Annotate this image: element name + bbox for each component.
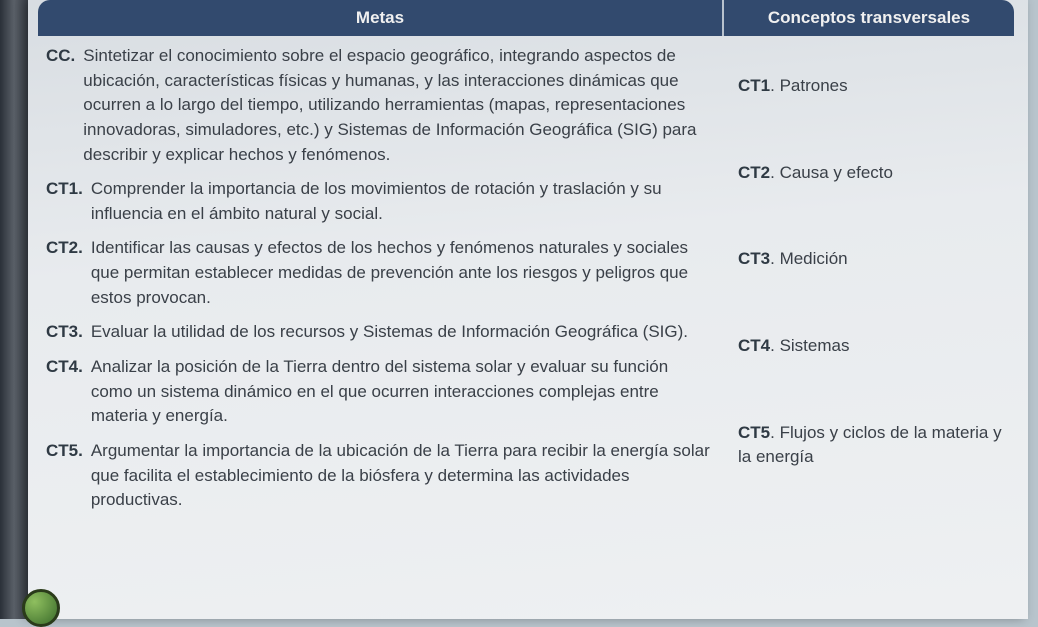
meta-text: Sintetizar el conocimiento sobre el espa… <box>83 44 710 167</box>
concepto-item: CT2. Causa y efecto <box>738 161 1004 186</box>
meta-item: CT5. Argumentar la importancia de la ubi… <box>46 439 710 513</box>
meta-text: Identificar las causas y efectos de los … <box>91 236 710 310</box>
concepto-code: CT3 <box>738 249 770 268</box>
textbook-page: Metas Conceptos transversales CC. Sintet… <box>28 0 1028 619</box>
goals-table: Metas Conceptos transversales CC. Sintet… <box>38 0 1014 537</box>
concepto-label: . Medición <box>770 249 847 268</box>
meta-text: Analizar la posición de la Tierra dentro… <box>91 355 710 429</box>
concepto-label: . Causa y efecto <box>770 163 893 182</box>
meta-code: CT4. <box>46 355 83 429</box>
concepto-code: CT1 <box>738 76 770 95</box>
meta-text: Argumentar la importancia de la ubicació… <box>91 439 710 513</box>
concepto-item: CT5. Flujos y ciclos de la materia y la … <box>738 421 1004 470</box>
column-header-metas: Metas <box>38 0 724 36</box>
table-body: CC. Sintetizar el conocimiento sobre el … <box>38 36 1014 537</box>
column-header-conceptos: Conceptos transversales <box>724 0 1014 36</box>
concepto-label: . Flujos y ciclos de la materia y la ene… <box>738 423 1002 467</box>
meta-code: CT3. <box>46 320 83 345</box>
table-header-row: Metas Conceptos transversales <box>38 0 1014 36</box>
meta-item: CT2. Identificar las causas y efectos de… <box>46 236 710 310</box>
concepto-item: CT1. Patrones <box>738 74 1004 99</box>
meta-item: CT3. Evaluar la utilidad de los recursos… <box>46 320 710 345</box>
concepto-item: CT4. Sistemas <box>738 334 1004 359</box>
meta-text: Comprender la importancia de los movimie… <box>91 177 710 226</box>
corner-badge-icon <box>22 589 60 627</box>
concepto-item: CT3. Medición <box>738 247 1004 272</box>
concepto-label: . Sistemas <box>770 336 849 355</box>
meta-item: CC. Sintetizar el conocimiento sobre el … <box>46 44 710 167</box>
meta-code: CT5. <box>46 439 83 513</box>
meta-code: CT1. <box>46 177 83 226</box>
meta-code: CC. <box>46 44 75 167</box>
meta-text: Evaluar la utilidad de los recursos y Si… <box>91 320 710 345</box>
conceptos-column: CT1. Patrones CT2. Causa y efecto CT3. M… <box>724 36 1014 537</box>
concepto-label: . Patrones <box>770 76 848 95</box>
meta-item: CT4. Analizar la posición de la Tierra d… <box>46 355 710 429</box>
concepto-code: CT2 <box>738 163 770 182</box>
concepto-code: CT4 <box>738 336 770 355</box>
book-spine <box>0 0 28 619</box>
concepto-code: CT5 <box>738 423 770 442</box>
metas-column: CC. Sintetizar el conocimiento sobre el … <box>38 36 724 537</box>
meta-code: CT2. <box>46 236 83 310</box>
meta-item: CT1. Comprender la importancia de los mo… <box>46 177 710 226</box>
